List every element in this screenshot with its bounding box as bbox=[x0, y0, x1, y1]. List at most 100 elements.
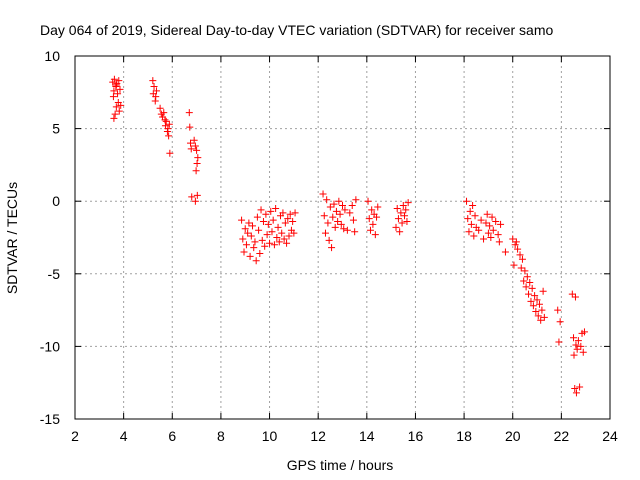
data-point bbox=[336, 210, 344, 218]
data-point bbox=[510, 261, 518, 269]
data-point bbox=[348, 202, 356, 210]
x-tick-label: 4 bbox=[120, 428, 128, 444]
data-point bbox=[239, 235, 247, 243]
x-tick-label: 20 bbox=[505, 428, 521, 444]
data-point bbox=[520, 277, 528, 285]
data-point bbox=[321, 229, 329, 237]
data-point bbox=[482, 219, 490, 227]
x-tick-label: 2 bbox=[71, 428, 79, 444]
data-point bbox=[262, 210, 270, 218]
data-point bbox=[191, 197, 199, 205]
data-point bbox=[527, 297, 535, 305]
data-point bbox=[349, 216, 357, 224]
y-tick-label: 0 bbox=[52, 193, 60, 209]
data-point bbox=[572, 341, 580, 349]
data-point bbox=[523, 273, 531, 281]
data-point bbox=[364, 197, 372, 205]
data-point bbox=[369, 220, 377, 228]
axis-ticks bbox=[74, 55, 611, 420]
data-point bbox=[526, 279, 534, 287]
data-point bbox=[150, 82, 158, 90]
data-point bbox=[341, 206, 349, 214]
data-point bbox=[112, 81, 120, 89]
data-point bbox=[534, 312, 542, 320]
data-point bbox=[352, 196, 360, 204]
data-point bbox=[152, 93, 160, 101]
data-point bbox=[509, 235, 517, 243]
data-point bbox=[329, 213, 337, 221]
data-point bbox=[274, 223, 282, 231]
data-point bbox=[397, 209, 405, 217]
data-point bbox=[535, 300, 543, 308]
data-point bbox=[272, 204, 280, 212]
data-point bbox=[529, 302, 537, 310]
data-point bbox=[475, 226, 483, 234]
data-point bbox=[501, 248, 509, 256]
data-point bbox=[537, 316, 545, 324]
data-point bbox=[251, 238, 259, 246]
data-point bbox=[190, 136, 198, 144]
data-point bbox=[494, 231, 502, 239]
data-point bbox=[514, 245, 522, 253]
data-point bbox=[579, 348, 587, 356]
x-tick-label: 12 bbox=[310, 428, 326, 444]
y-axis-label: SDTVAR / TECUs bbox=[4, 182, 20, 294]
data-point bbox=[270, 241, 278, 249]
x-tick-label: 10 bbox=[262, 428, 278, 444]
data-point bbox=[396, 228, 404, 236]
data-point bbox=[334, 218, 342, 226]
data-point bbox=[111, 110, 119, 118]
data-point bbox=[392, 223, 400, 231]
data-point bbox=[156, 104, 164, 112]
data-point bbox=[241, 225, 249, 233]
data-point bbox=[574, 337, 582, 345]
data-point bbox=[114, 90, 122, 98]
data-point bbox=[373, 213, 381, 221]
data-point bbox=[284, 215, 292, 223]
data-point bbox=[538, 306, 546, 314]
data-point bbox=[571, 385, 579, 393]
data-point bbox=[332, 207, 340, 215]
data-point bbox=[117, 101, 125, 109]
data-point bbox=[532, 308, 540, 316]
data-point bbox=[365, 215, 373, 223]
data-point bbox=[374, 203, 382, 211]
data-point bbox=[469, 202, 477, 210]
data-point bbox=[521, 267, 529, 275]
plot-frame bbox=[74, 55, 611, 420]
data-point bbox=[464, 215, 472, 223]
data-point bbox=[471, 212, 479, 220]
data-point bbox=[112, 103, 120, 111]
data-point bbox=[568, 290, 576, 298]
data-point bbox=[402, 206, 410, 214]
y-tick-label: 5 bbox=[52, 121, 60, 137]
data-point bbox=[488, 213, 496, 221]
data-point bbox=[244, 229, 252, 237]
data-point bbox=[279, 209, 287, 217]
data-point bbox=[116, 85, 124, 93]
data-point bbox=[573, 345, 581, 353]
data-point bbox=[283, 239, 291, 247]
data-point bbox=[109, 93, 117, 101]
data-point bbox=[330, 200, 338, 208]
data-point bbox=[346, 209, 354, 217]
data-point bbox=[465, 228, 473, 236]
x-tick-label: 18 bbox=[456, 428, 472, 444]
data-point bbox=[280, 235, 288, 243]
data-point bbox=[192, 167, 200, 175]
data-point bbox=[238, 216, 246, 224]
data-point bbox=[398, 219, 406, 227]
data-point bbox=[324, 219, 332, 227]
data-point bbox=[247, 232, 255, 240]
data-point bbox=[258, 236, 266, 244]
data-point bbox=[404, 199, 412, 207]
data-point bbox=[528, 284, 536, 292]
data-point bbox=[466, 207, 474, 215]
x-tick-label: 16 bbox=[408, 428, 424, 444]
data-point bbox=[484, 229, 492, 237]
data-point bbox=[240, 248, 248, 256]
data-point bbox=[278, 229, 286, 237]
data-point bbox=[109, 78, 117, 86]
data-point bbox=[110, 75, 118, 83]
